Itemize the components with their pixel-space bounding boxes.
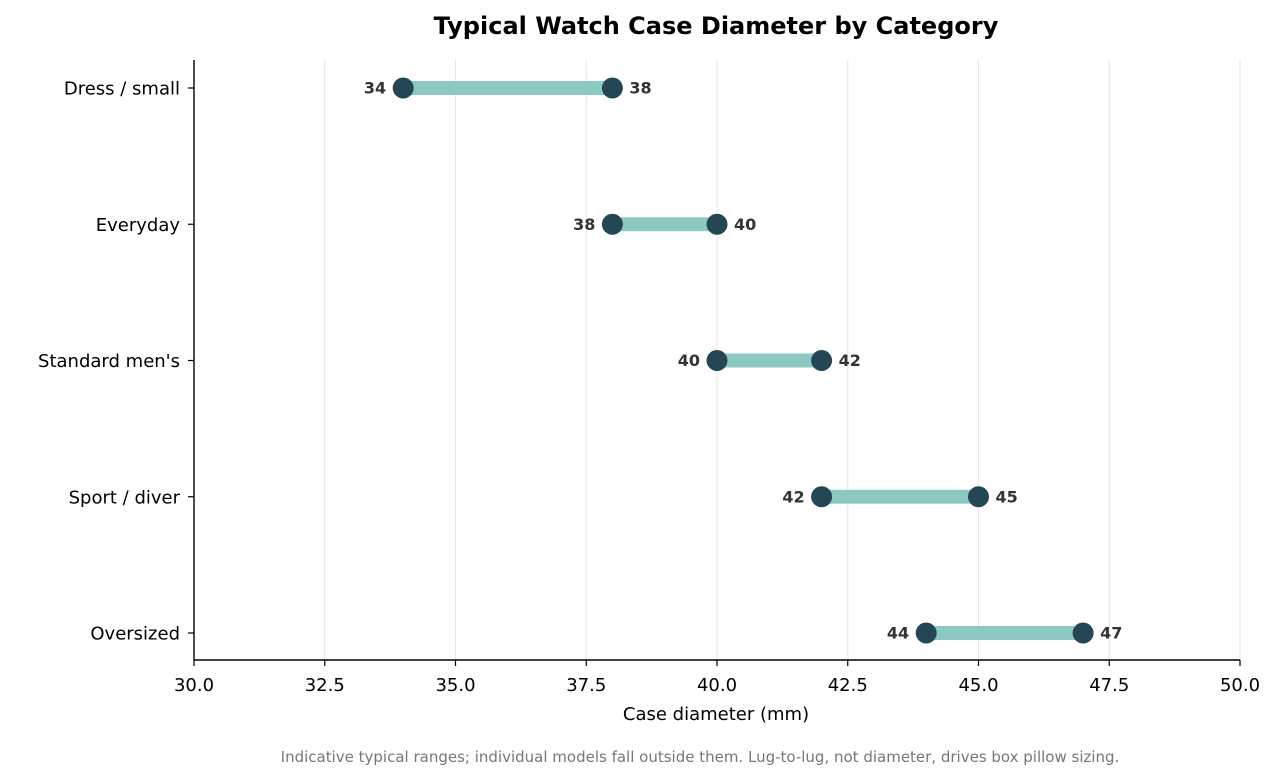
min-point — [392, 77, 414, 99]
min-point — [601, 213, 623, 235]
max-point — [706, 213, 728, 235]
y-tick-label: Oversized — [90, 624, 180, 645]
y-tick-label: Sport / diver — [69, 487, 181, 508]
x-tick-label: 30.0 — [174, 675, 214, 696]
min-value-label: 40 — [678, 351, 700, 370]
min-value-label: 38 — [573, 215, 595, 234]
range-row: 44 47 — [887, 622, 1122, 644]
range-row: 42 45 — [782, 486, 1018, 508]
min-point — [706, 350, 728, 371]
range-row: 38 40 — [573, 213, 756, 235]
footnote: Indicative typical ranges; individual mo… — [281, 748, 1120, 766]
max-value-label: 42 — [839, 351, 861, 370]
chart-title: Typical Watch Case Diameter by Category — [434, 12, 999, 40]
x-tick-label: 42.5 — [828, 675, 868, 696]
max-value-label: 40 — [734, 215, 756, 234]
range-row: 34 38 — [364, 77, 652, 99]
x-tick-label: 47.5 — [1089, 675, 1129, 696]
y-tick-label: Everyday — [96, 215, 181, 236]
y-axis-ticks: Dress / small Everyday Standard men's Sport… — [38, 79, 194, 645]
range-row: 40 42 — [678, 350, 861, 371]
range-marks: 34 38 38 40 40 42 42 45 44 47 — [364, 77, 1122, 644]
min-value-label: 44 — [887, 624, 909, 643]
max-point — [1072, 622, 1094, 644]
max-value-label: 45 — [996, 487, 1018, 506]
x-tick-label: 40.0 — [697, 675, 737, 696]
x-tick-label: 35.0 — [435, 675, 475, 696]
max-value-label: 47 — [1100, 624, 1122, 643]
max-point — [601, 77, 623, 99]
x-tick-label: 32.5 — [305, 675, 345, 696]
max-point — [811, 350, 833, 371]
x-tick-label: 50.0 — [1220, 675, 1260, 696]
x-tick-label: 37.5 — [566, 675, 606, 696]
x-axis-title: Case diameter (mm) — [623, 704, 809, 725]
y-tick-label: Standard men's — [38, 351, 180, 372]
min-value-label: 34 — [364, 79, 386, 98]
max-point — [968, 486, 989, 508]
min-point — [915, 622, 937, 644]
min-point — [811, 486, 833, 508]
x-tick-label: 45.0 — [958, 675, 998, 696]
y-tick-label: Dress / small — [64, 79, 180, 100]
max-value-label: 38 — [629, 79, 651, 98]
x-axis-ticks: 30.0 32.5 35.0 37.5 40.0 42.5 45.0 47.5 50.0 — [174, 660, 1260, 696]
min-value-label: 42 — [782, 487, 804, 506]
